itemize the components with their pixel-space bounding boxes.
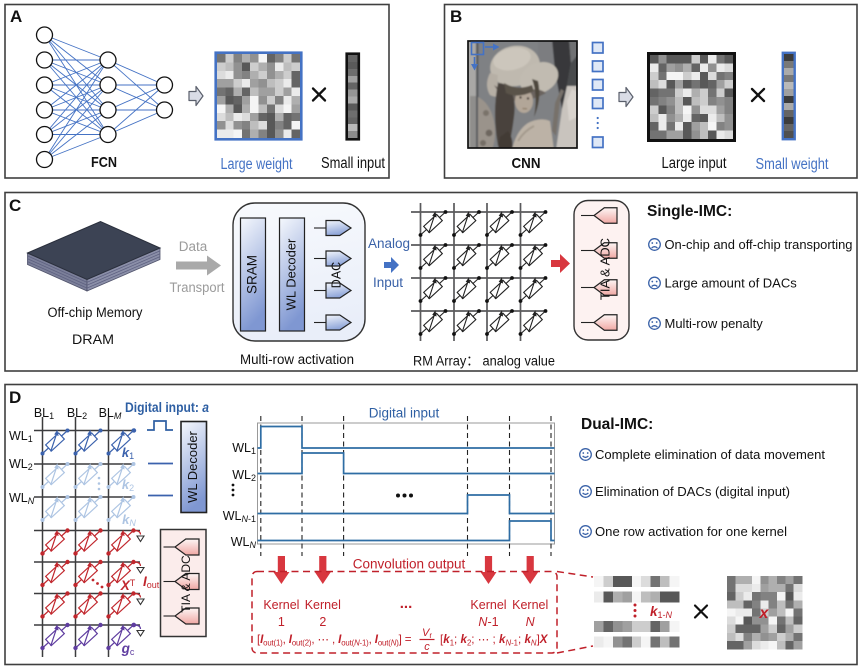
svg-text:Kernel: Kernel [470,598,506,612]
svg-text:FCN: FCN [91,154,117,171]
svg-text:Elimination of DACs (digital i: Elimination of DACs (digital input) [595,484,790,499]
svg-text:Transport: Transport [170,280,225,295]
svg-text:Large weight: Large weight [221,156,294,173]
svg-text:WL1: WL1 [232,441,256,456]
svg-text:C: C [9,196,21,215]
svg-text:Off-chip Memory: Off-chip Memory [48,305,143,320]
svg-text:Digital input: a: Digital input: a [125,400,209,415]
svg-text:Convolution output: Convolution output [353,557,466,572]
svg-text:2: 2 [319,615,326,629]
svg-text:WL2: WL2 [9,457,33,472]
svg-text:gc: gc [121,641,135,657]
svg-text:...: ... [400,595,413,612]
svg-text:Vr: Vr [422,627,432,640]
svg-text:WL1: WL1 [9,429,33,444]
svg-text:One row activation for one ker: One row activation for one kernel [595,524,787,539]
svg-text:x: x [759,605,770,622]
svg-text:k1-N: k1-N [650,604,673,620]
svg-text:XT: XT [120,578,136,593]
svg-text:1: 1 [278,615,285,629]
svg-text:Kernel: Kernel [305,598,341,612]
svg-text:BL2: BL2 [67,406,87,421]
svg-text:Small weight: Small weight [756,156,830,173]
svg-text:Single-IMC:: Single-IMC: [647,203,732,220]
svg-text:N: N [526,615,536,629]
svg-text:Digital input: Digital input [369,406,440,421]
svg-text:TIA & ADC: TIA & ADC [597,238,612,300]
svg-text:Analog: Analog [368,236,410,251]
svg-text:Multi-row penalty: Multi-row penalty [665,316,764,331]
svg-text:D: D [9,388,21,407]
svg-text:k2: k2 [122,477,134,493]
svg-text:Dual-IMC:: Dual-IMC: [581,416,653,433]
svg-text:N-1: N-1 [478,615,498,629]
svg-text:Iout: Iout [143,574,160,590]
svg-text:On-chip and off-chip transport: On-chip and off-chip transporting [665,237,853,252]
svg-text:Multi-row activation: Multi-row activation [240,352,354,367]
svg-text:DRAM: DRAM [72,332,114,347]
svg-text:kN: kN [122,512,136,528]
svg-text:DAC: DAC [329,262,343,288]
svg-text:c: c [424,641,430,653]
svg-text:k1: k1 [122,445,134,461]
svg-text:CNN: CNN [512,155,541,172]
svg-text:B: B [450,7,462,26]
svg-text:Data: Data [179,239,208,254]
svg-text:TIA & ADC: TIA & ADC [179,555,193,613]
svg-text:RM Array： analog value: RM Array： analog value [413,354,555,369]
svg-text:Large input: Large input [662,155,728,172]
svg-text:WL Decoder: WL Decoder [283,238,298,310]
svg-text:Large amount of DACs: Large amount of DACs [665,276,798,291]
svg-text:SRAM: SRAM [245,255,260,294]
svg-text:Input: Input [373,275,403,290]
svg-text:Kernel: Kernel [263,598,299,612]
svg-text:WL2: WL2 [232,468,256,483]
svg-text:WL Decoder: WL Decoder [185,430,200,502]
svg-text:Small input: Small input [321,155,386,172]
svg-text:Kernel: Kernel [512,598,548,612]
svg-text:Complete elimination of data m: Complete elimination of data movement [595,447,825,462]
svg-text:BL1: BL1 [34,406,54,421]
svg-text:A: A [10,7,22,26]
